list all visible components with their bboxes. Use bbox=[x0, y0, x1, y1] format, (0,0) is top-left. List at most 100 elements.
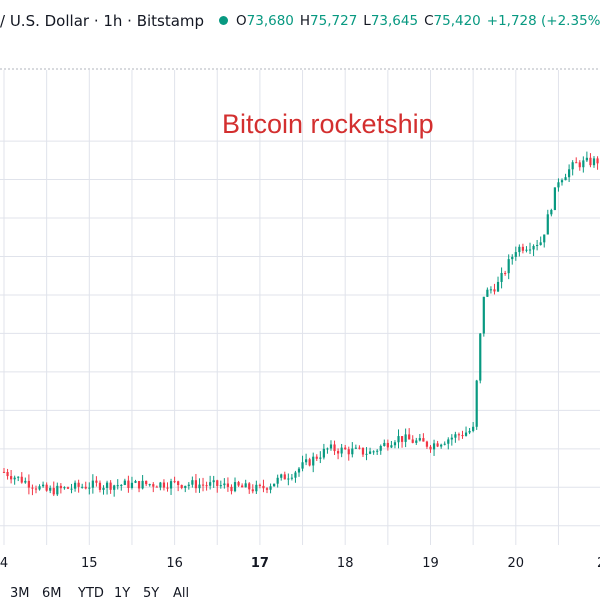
candle bbox=[497, 277, 499, 292]
candle bbox=[273, 484, 275, 487]
candle bbox=[468, 428, 470, 434]
candle bbox=[305, 454, 307, 465]
candle bbox=[227, 477, 229, 491]
candle bbox=[312, 453, 314, 473]
candle bbox=[287, 473, 289, 485]
candle bbox=[444, 441, 446, 445]
candle bbox=[262, 480, 264, 492]
timeframe-3m[interactable]: 3M bbox=[10, 586, 30, 601]
candle bbox=[181, 485, 183, 490]
candle bbox=[383, 440, 385, 447]
candle bbox=[31, 485, 33, 496]
timeframe-1y[interactable]: 1Y bbox=[114, 586, 130, 601]
candle bbox=[319, 451, 321, 463]
candle bbox=[355, 445, 357, 449]
candle bbox=[301, 456, 303, 472]
candle bbox=[408, 428, 410, 440]
x-tick-label: 20 bbox=[508, 556, 525, 571]
candle bbox=[28, 474, 30, 494]
candle bbox=[437, 441, 439, 447]
candle bbox=[451, 434, 453, 446]
candle bbox=[3, 468, 5, 473]
candle bbox=[106, 481, 108, 495]
candle bbox=[394, 440, 396, 448]
candle bbox=[518, 244, 520, 256]
candle bbox=[532, 244, 534, 256]
candle bbox=[472, 422, 474, 432]
candle bbox=[10, 470, 12, 483]
x-axis: 41516171819202 bbox=[0, 556, 600, 571]
x-tick-label: 18 bbox=[337, 556, 354, 571]
candle bbox=[53, 482, 55, 497]
candle bbox=[46, 482, 48, 491]
candle bbox=[412, 435, 414, 443]
candle bbox=[579, 160, 581, 171]
candle bbox=[88, 482, 90, 494]
candle bbox=[490, 286, 492, 293]
candle bbox=[14, 476, 16, 485]
candle bbox=[500, 267, 502, 288]
chart-annotation[interactable]: Bitcoin rocketship bbox=[222, 109, 434, 139]
candle bbox=[397, 429, 399, 448]
candle bbox=[38, 484, 40, 490]
candle bbox=[362, 447, 364, 457]
price-chart[interactable]: 41516171819202 Bitcoin rocketship bbox=[0, 0, 600, 580]
candle bbox=[344, 445, 346, 450]
candle bbox=[102, 485, 104, 494]
candle bbox=[248, 482, 250, 494]
candle bbox=[85, 482, 87, 490]
candle bbox=[536, 240, 538, 250]
candle bbox=[479, 333, 481, 383]
timeframe-5y[interactable]: 5Y bbox=[143, 586, 159, 601]
candle bbox=[493, 284, 495, 295]
candle bbox=[170, 479, 172, 495]
candle bbox=[390, 441, 392, 448]
candle bbox=[284, 472, 286, 480]
candle bbox=[547, 210, 549, 235]
candle bbox=[60, 483, 62, 493]
timeframe-all[interactable]: All bbox=[173, 586, 189, 601]
candle bbox=[230, 484, 232, 494]
candle bbox=[596, 156, 598, 169]
timeframe-ytd[interactable]: YTD bbox=[78, 586, 104, 601]
candle bbox=[124, 479, 126, 485]
candle bbox=[234, 478, 236, 493]
candle bbox=[483, 297, 485, 337]
candle bbox=[277, 475, 279, 488]
candle bbox=[252, 484, 254, 493]
candle bbox=[195, 474, 197, 493]
candle bbox=[35, 486, 37, 494]
candle bbox=[173, 477, 175, 483]
candle bbox=[92, 474, 94, 493]
candle bbox=[454, 432, 456, 443]
candle bbox=[63, 486, 65, 489]
candle bbox=[298, 467, 300, 477]
candle bbox=[188, 482, 190, 490]
candle bbox=[24, 478, 26, 484]
candle bbox=[291, 474, 293, 480]
candle bbox=[564, 174, 566, 181]
candle bbox=[280, 474, 282, 481]
candle bbox=[237, 481, 239, 487]
candle bbox=[269, 484, 271, 494]
candle bbox=[525, 246, 527, 252]
candle bbox=[113, 485, 115, 497]
candle bbox=[255, 481, 257, 494]
candle bbox=[149, 484, 151, 487]
candle bbox=[159, 482, 161, 490]
candle bbox=[508, 254, 510, 279]
x-tick-label: 4 bbox=[0, 556, 8, 571]
candle bbox=[515, 247, 517, 261]
candle bbox=[316, 454, 318, 461]
candle bbox=[205, 482, 207, 491]
candle bbox=[401, 436, 403, 448]
chart-grid bbox=[0, 70, 600, 545]
candle bbox=[593, 156, 595, 168]
timeframe-bar: 3M 6M YTD 1Y 5Y All bbox=[0, 580, 600, 600]
candle bbox=[333, 441, 335, 455]
candle bbox=[145, 481, 147, 487]
candle bbox=[586, 152, 588, 162]
candle bbox=[341, 444, 343, 457]
candle bbox=[426, 441, 428, 449]
timeframe-6m[interactable]: 6M bbox=[42, 586, 62, 601]
